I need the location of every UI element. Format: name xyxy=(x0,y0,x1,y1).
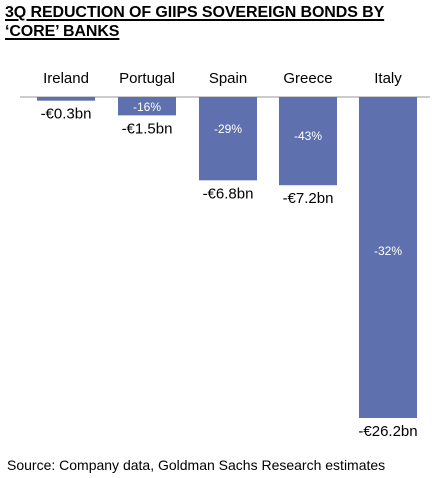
bar-greece xyxy=(279,97,337,186)
value-label-portugal: -€1.5bn xyxy=(122,120,173,137)
bar-chart: Ireland -€0.3bn Portugal -€1.5bn -16% Spain -€… xyxy=(20,70,430,440)
category-label-italy: Italy xyxy=(374,70,402,87)
bar-portugal xyxy=(118,97,176,116)
chart-title: 3Q REDUCTION OF GIIPS SOVEREIGN BONDS BY… xyxy=(5,4,385,40)
category-label-portugal: Portugal xyxy=(119,70,175,87)
value-label-spain: -€6.8bn xyxy=(203,185,254,202)
percent-label-portugal: -16% xyxy=(133,100,161,114)
value-label-greece: -€7.2bn xyxy=(283,190,334,207)
percent-label-greece: -43% xyxy=(294,129,322,143)
percent-label-italy: -32% xyxy=(374,244,402,258)
category-label-ireland: Ireland xyxy=(43,70,89,87)
bar-italy xyxy=(359,97,417,418)
bar-spain xyxy=(199,97,257,181)
percent-label-spain: -29% xyxy=(214,122,242,136)
value-label-ireland: -€0.3bn xyxy=(41,106,92,123)
category-label-spain: Spain xyxy=(209,70,247,87)
value-label-italy: -€26.2bn xyxy=(358,423,417,440)
source-note: Source: Company data, Goldman Sachs Rese… xyxy=(7,457,386,473)
category-label-greece: Greece xyxy=(283,70,332,87)
bar-ireland xyxy=(37,97,95,101)
